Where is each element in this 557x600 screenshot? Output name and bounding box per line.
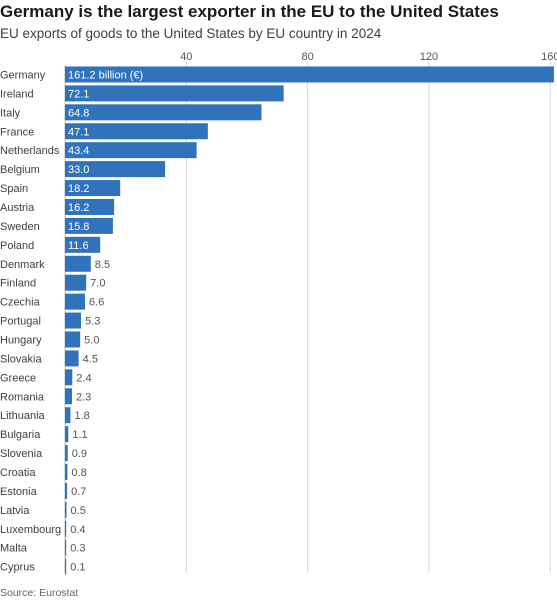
bar	[65, 482, 68, 499]
category-label: Spain	[0, 183, 28, 195]
bar	[65, 236, 101, 253]
bar	[65, 85, 284, 102]
value-label: 0.1	[70, 562, 85, 574]
value-label: 72.1	[68, 88, 89, 100]
chart-subtitle: EU exports of goods to the United States…	[0, 26, 382, 41]
category-label: Belgium	[0, 164, 40, 176]
value-label: 6.6	[89, 297, 104, 309]
value-label: 0.5	[71, 505, 86, 517]
bar	[65, 350, 79, 367]
value-label: 0.3	[70, 543, 85, 555]
chart-title: Germany is the largest exporter in the E…	[0, 2, 499, 21]
value-label: 2.3	[76, 391, 91, 403]
category-label: Romania	[0, 391, 45, 403]
category-label: France	[0, 126, 34, 138]
bar	[65, 558, 67, 575]
bar	[65, 198, 115, 215]
bar	[65, 539, 67, 556]
bar	[65, 501, 67, 518]
value-label: 0.9	[72, 448, 87, 460]
value-label: 4.5	[83, 353, 98, 365]
category-label: Slovenia	[0, 448, 43, 460]
bar	[65, 123, 208, 140]
value-label: 0.4	[70, 524, 85, 536]
value-label: 5.0	[84, 334, 99, 346]
bar	[65, 426, 69, 443]
bar	[65, 445, 68, 462]
category-label: Finland	[0, 278, 36, 290]
category-label: Croatia	[0, 467, 36, 479]
value-label: 64.8	[68, 107, 89, 119]
bar	[65, 369, 73, 386]
bar	[65, 388, 72, 405]
value-label: 43.4	[68, 145, 89, 157]
category-label: Estonia	[0, 486, 38, 498]
value-label: 161.2 billion (€)	[68, 69, 143, 81]
category-label: Ireland	[0, 88, 34, 100]
value-label: 16.2	[68, 202, 89, 214]
category-label: Cyprus	[0, 562, 35, 574]
source-note: Source: Eurostat	[0, 587, 79, 599]
bar	[65, 407, 71, 424]
x-tick-label: 80	[302, 51, 314, 63]
category-label: Slovakia	[0, 353, 42, 365]
category-label: Italy	[0, 107, 21, 119]
category-label: Netherlands	[0, 145, 60, 157]
category-label: Lithuania	[0, 410, 46, 422]
value-label: 1.8	[74, 410, 89, 422]
value-label: 18.2	[68, 183, 89, 195]
x-tick-label: 120	[420, 51, 438, 63]
category-label: Germany	[0, 69, 46, 81]
category-label: Austria	[0, 202, 35, 214]
value-label: 8.5	[95, 259, 110, 271]
bar	[65, 274, 87, 291]
value-label: 47.1	[68, 126, 89, 138]
value-label: 11.6	[68, 240, 89, 252]
category-label: Malta	[0, 543, 28, 555]
bar	[65, 255, 91, 272]
bar	[65, 293, 86, 310]
category-label: Czechia	[0, 297, 41, 309]
category-label: Luxembourg	[0, 524, 61, 536]
category-label: Latvia	[0, 505, 30, 517]
value-label: 5.3	[85, 316, 100, 328]
value-label: 0.7	[71, 486, 86, 498]
x-tick-label: 160	[541, 51, 557, 63]
value-label: 1.1	[72, 429, 87, 441]
bar	[65, 463, 68, 480]
category-label: Greece	[0, 372, 36, 384]
bar	[65, 161, 166, 178]
category-label: Poland	[0, 240, 34, 252]
value-label: 33.0	[68, 164, 89, 176]
value-label: 2.4	[76, 372, 91, 384]
bar	[65, 520, 67, 537]
category-label: Hungary	[0, 334, 42, 346]
category-label: Denmark	[0, 259, 45, 271]
bar	[65, 142, 197, 159]
value-label: 15.8	[68, 221, 89, 233]
x-tick-label: 40	[180, 51, 192, 63]
bar	[65, 331, 81, 348]
category-label: Sweden	[0, 221, 40, 233]
bar	[65, 104, 262, 121]
bar	[65, 66, 554, 83]
category-label: Portugal	[0, 316, 41, 328]
value-label: 7.0	[90, 278, 105, 290]
bar	[65, 312, 82, 329]
value-label: 0.8	[71, 467, 86, 479]
bar	[65, 217, 113, 234]
bar	[65, 180, 121, 197]
category-label: Bulgaria	[0, 429, 41, 441]
